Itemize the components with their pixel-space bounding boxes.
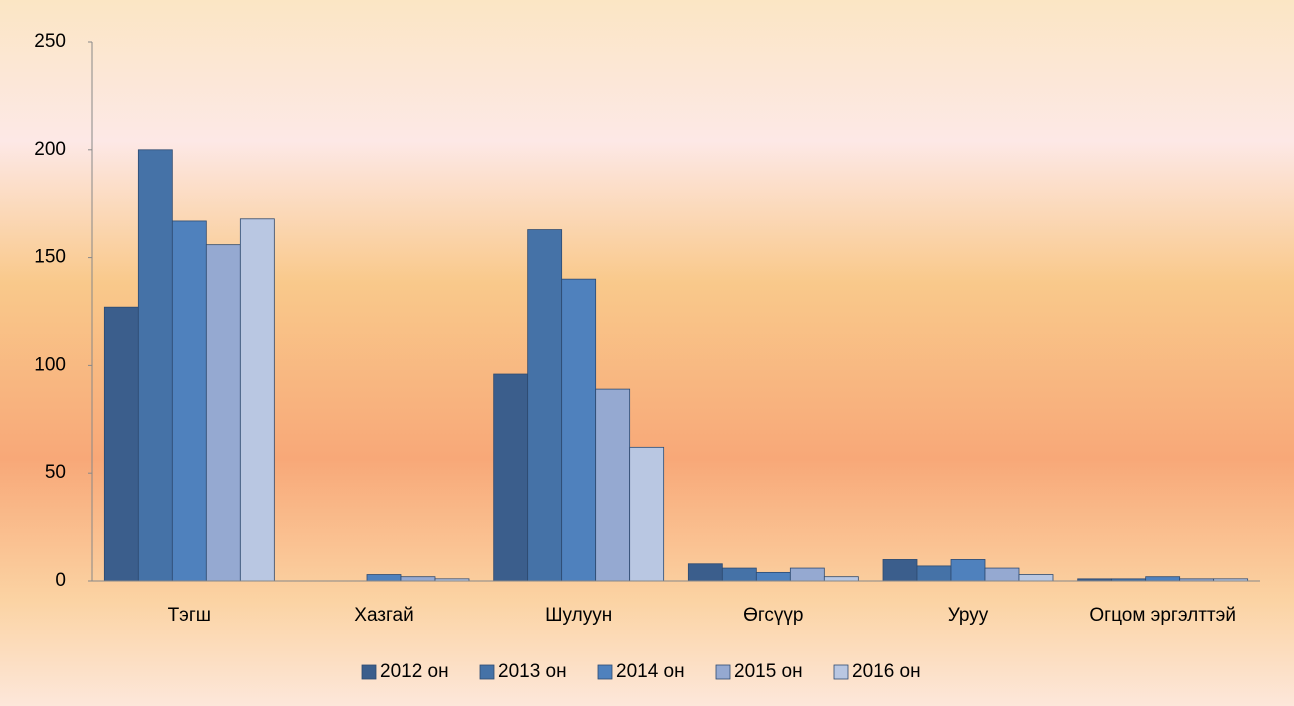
- bar: [789, 567, 825, 582]
- y-tick-label: 150: [34, 247, 66, 268]
- bar: [561, 278, 597, 582]
- bar: [984, 567, 1020, 582]
- x-tick-label: Шулуун: [545, 605, 612, 626]
- legend-label: 2016 он: [852, 661, 921, 682]
- bar: [882, 559, 918, 582]
- y-tick-label: 50: [45, 462, 66, 483]
- legend-swatch: [479, 664, 495, 680]
- bar: [687, 563, 723, 582]
- legend-swatch: [833, 664, 849, 680]
- bar: [950, 559, 986, 582]
- bar: [1145, 576, 1181, 582]
- y-tick-label: 200: [34, 139, 66, 160]
- bar: [721, 567, 757, 582]
- bar: [239, 218, 275, 582]
- y-tick-label: 100: [34, 354, 66, 375]
- y-tick-label: 250: [34, 31, 66, 52]
- bar: [1018, 574, 1054, 582]
- bar: [103, 306, 139, 582]
- x-tick-label: Тэгш: [168, 605, 211, 626]
- bar: [823, 576, 859, 582]
- bar: [527, 229, 563, 582]
- x-tick-label: Огцом эргэлттэй: [1089, 605, 1236, 626]
- bar: [366, 574, 402, 582]
- x-tick-label: Уруу: [948, 605, 989, 626]
- bar: [595, 388, 631, 582]
- legend-label: 2013 он: [498, 661, 567, 682]
- legend-swatch: [361, 664, 377, 680]
- legend-swatch: [715, 664, 731, 680]
- bar: [400, 576, 436, 582]
- x-tick-label: Хазгай: [354, 605, 413, 626]
- legend-label: 2014 он: [616, 661, 685, 682]
- bar: [916, 565, 952, 582]
- bar: [137, 149, 173, 582]
- legend-label: 2012 он: [380, 661, 449, 682]
- bar: [493, 373, 529, 582]
- bar: [171, 220, 207, 582]
- y-tick-label: 0: [55, 570, 66, 591]
- x-tick-label: Өгсүүр: [743, 605, 803, 626]
- bar: [629, 446, 665, 582]
- legend-swatch: [597, 664, 613, 680]
- bar: [755, 571, 791, 582]
- legend-label: 2015 он: [734, 661, 803, 682]
- bar: [205, 244, 241, 582]
